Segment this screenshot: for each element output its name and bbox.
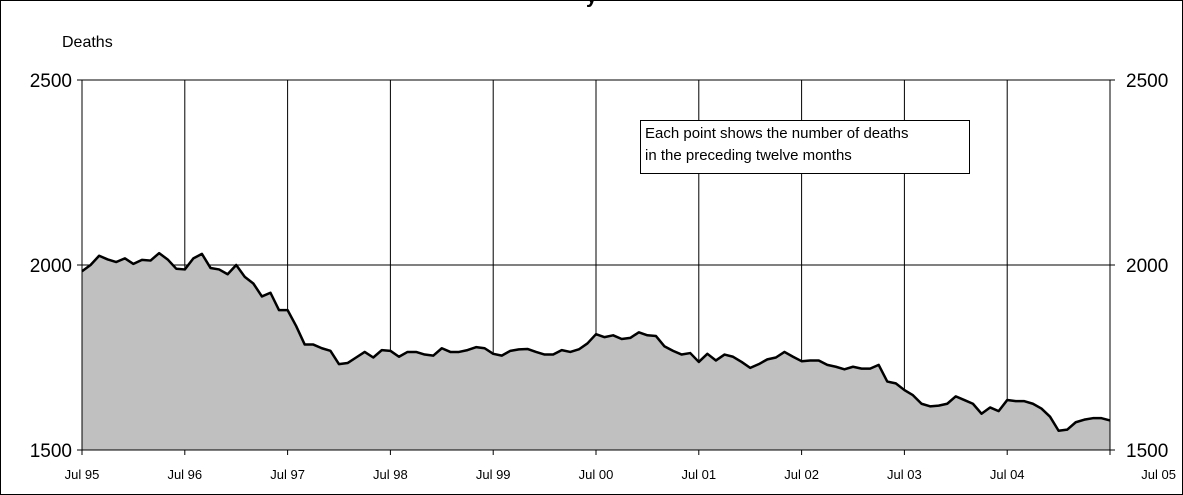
annotation-box: Each point shows the number of deaths in… [640, 120, 970, 174]
annotation-line-2: in the preceding twelve months [645, 147, 852, 164]
x-tick-label: Jul 98 [373, 467, 408, 482]
x-tick-label: Jul 95 [65, 467, 100, 482]
x-tick-label: Jul 03 [887, 467, 922, 482]
x-tick-label: Jul 97 [270, 467, 305, 482]
chart-title: y [0, 0, 1183, 9]
y-tick-label-right: 1500 [1126, 441, 1168, 462]
x-tick-label: Jul 99 [476, 467, 511, 482]
x-tick-label: Jul 05 [1141, 467, 1176, 482]
x-tick-label: Jul 04 [990, 467, 1025, 482]
y-axis-title: Deaths [62, 34, 113, 51]
series-area-fill [82, 253, 1110, 450]
y-tick-label-left: 2500 [30, 71, 72, 92]
y-tick-label-right: 2500 [1126, 71, 1168, 92]
y-tick-label-left: 1500 [30, 441, 72, 462]
y-tick-label-left: 2000 [30, 256, 72, 277]
x-tick-label: Jul 96 [167, 467, 202, 482]
x-tick-label: Jul 01 [681, 467, 716, 482]
y-tick-label-right: 2000 [1126, 256, 1168, 277]
x-tick-label: Jul 02 [784, 467, 819, 482]
x-tick-label: Jul 00 [579, 467, 614, 482]
annotation-line-1: Each point shows the number of deaths [645, 125, 909, 142]
